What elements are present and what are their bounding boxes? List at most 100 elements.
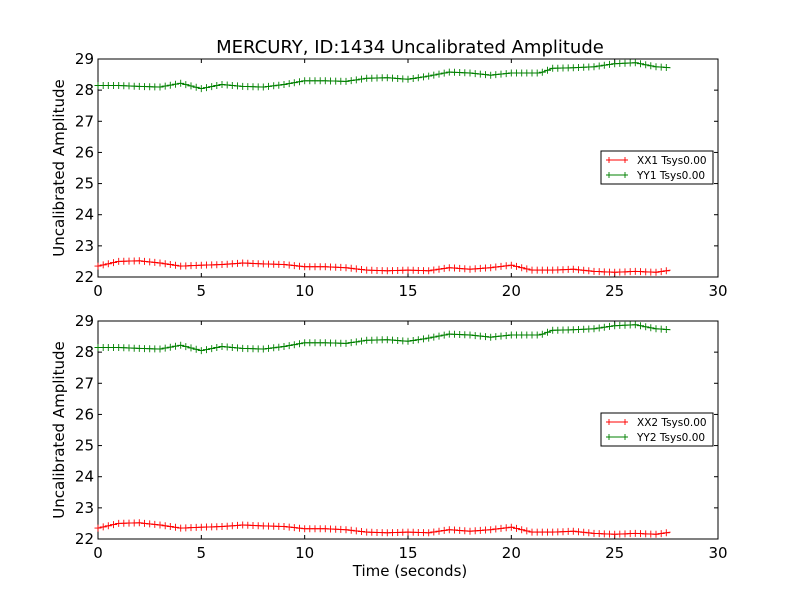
- data-point-marker: [135, 519, 143, 527]
- data-point-marker: [110, 259, 117, 267]
- data-point-marker: [502, 70, 510, 78]
- data-point-marker: [172, 523, 179, 531]
- data-point-marker: [285, 342, 293, 350]
- data-point-marker: [172, 342, 179, 350]
- data-point-marker: [234, 82, 241, 90]
- data-point-marker: [600, 323, 608, 331]
- data-point-marker: [533, 69, 541, 77]
- data-point-marker: [497, 262, 505, 270]
- data-point-marker: [585, 267, 593, 275]
- data-point-marker: [177, 341, 185, 349]
- data-point-marker: [197, 85, 205, 93]
- data-point-marker: [466, 331, 474, 339]
- data-point-marker: [575, 266, 582, 274]
- data-point-marker: [259, 345, 267, 353]
- x-tick-label: 30: [708, 282, 727, 300]
- data-point-marker: [156, 521, 164, 529]
- data-point-marker: [440, 331, 448, 339]
- x-tick-label: 20: [502, 282, 521, 300]
- top-subplot: Uncalibrated Amplitude 0 5 10 15 20 25 30 22 23 2…: [50, 50, 728, 300]
- data-point-marker: [166, 261, 174, 268]
- data-point-marker: [507, 261, 515, 269]
- data-point-marker: [440, 69, 448, 77]
- data-point-marker: [425, 529, 433, 537]
- data-point-marker: [471, 70, 479, 78]
- data-point-marker: [425, 334, 433, 342]
- data-point-marker: [218, 343, 226, 350]
- data-point-marker: [513, 524, 520, 532]
- data-point-marker: [358, 337, 365, 345]
- data-point-marker: [187, 82, 195, 90]
- data-point-marker: [192, 83, 200, 91]
- data-point-marker: [476, 70, 484, 78]
- data-point-marker: [135, 257, 143, 265]
- data-point-marker: [151, 520, 159, 528]
- legend-marker: [622, 434, 628, 440]
- data-point-marker: [430, 71, 438, 79]
- data-point-marker: [487, 526, 495, 534]
- data-point-marker: [404, 337, 412, 345]
- data-point-marker: [234, 344, 241, 352]
- data-point-marker: [99, 261, 107, 269]
- data-point-marker: [502, 524, 510, 532]
- legend-box: [600, 150, 714, 185]
- data-point-marker: [156, 83, 164, 91]
- data-point-marker: [280, 261, 288, 268]
- data-point-marker: [523, 527, 531, 535]
- data-point-marker: [652, 268, 660, 276]
- data-point-marker: [492, 333, 500, 341]
- x-tick-label: 25: [605, 282, 624, 300]
- data-point-marker: [285, 523, 293, 531]
- data-point-marker: [223, 81, 231, 89]
- y-tick-label: 27: [75, 374, 94, 392]
- data-point-marker: [580, 528, 588, 536]
- data-point-marker: [476, 332, 484, 340]
- data-point-marker: [569, 527, 577, 535]
- data-point-marker: [347, 339, 355, 347]
- data-point-marker: [637, 60, 644, 68]
- data-point-marker: [296, 262, 303, 270]
- data-point-marker: [492, 71, 500, 79]
- data-point-marker: [487, 264, 495, 272]
- data-point-marker: [420, 335, 427, 343]
- data-point-marker: [435, 527, 443, 535]
- data-point-marker: [275, 81, 283, 89]
- data-point-marker: [425, 267, 433, 275]
- x-tick-label: 25: [605, 544, 624, 562]
- legend-marker: [622, 157, 628, 163]
- legend-label: XX1 Tsys0.00: [637, 155, 707, 167]
- data-point-marker: [513, 262, 520, 270]
- legend-label: YY2 Tsys0.00: [636, 432, 705, 444]
- data-point-marker: [172, 261, 179, 269]
- y-tick-label: 24: [75, 468, 94, 486]
- legend-marker: [606, 157, 612, 163]
- top-ylabel: Uncalibrated Amplitude: [50, 79, 68, 256]
- data-point-marker: [285, 80, 293, 88]
- series-xx1: [94, 257, 671, 276]
- data-point-marker: [497, 70, 505, 78]
- data-point-marker: [203, 346, 210, 354]
- legend-box: [600, 412, 714, 447]
- data-point-marker: [161, 260, 169, 268]
- bottom-ylabel: Uncalibrated Amplitude: [50, 341, 68, 518]
- data-point-marker: [265, 82, 272, 90]
- data-point-marker: [585, 529, 593, 537]
- series-yy1: [94, 59, 671, 93]
- data-point-marker: [631, 59, 639, 67]
- data-point-marker: [657, 268, 665, 276]
- data-point-marker: [647, 324, 655, 332]
- data-point-marker: [151, 258, 159, 266]
- data-point-marker: [161, 82, 169, 90]
- data-point-marker: [352, 76, 360, 84]
- data-point-marker: [296, 524, 303, 532]
- data-point-marker: [538, 330, 546, 338]
- x-tick-label: 10: [295, 282, 314, 300]
- data-point-marker: [497, 524, 505, 532]
- data-point-marker: [99, 523, 107, 531]
- data-point-marker: [642, 323, 650, 331]
- data-point-marker: [166, 523, 174, 530]
- legend-label: XX2 Tsys0.00: [637, 417, 707, 429]
- data-point-marker: [647, 62, 655, 70]
- data-point-marker: [662, 267, 670, 275]
